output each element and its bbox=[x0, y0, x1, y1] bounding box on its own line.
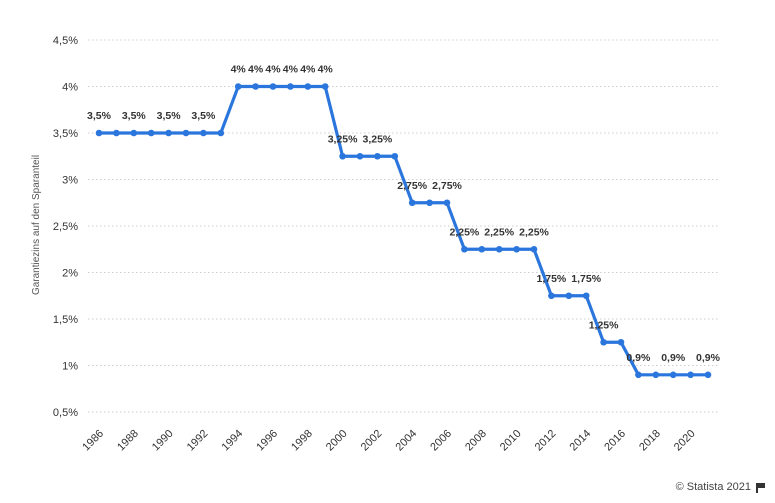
x-tick-label: 1996 bbox=[254, 428, 280, 454]
y-tick-label: 1,5% bbox=[53, 314, 78, 326]
data-point[interactable] bbox=[130, 129, 138, 137]
data-label: 0,9% bbox=[626, 352, 651, 364]
data-point[interactable] bbox=[600, 338, 607, 346]
x-tick-label: 2018 bbox=[637, 428, 663, 454]
data-label: 4% bbox=[283, 64, 299, 76]
flag-icon[interactable] bbox=[756, 482, 765, 493]
data-label: 0,9% bbox=[696, 352, 721, 364]
series-path bbox=[99, 84, 708, 377]
y-tick-label: 0,5% bbox=[53, 407, 78, 419]
data-point[interactable] bbox=[408, 199, 416, 207]
data-label: 4% bbox=[265, 64, 281, 76]
data-point[interactable] bbox=[113, 129, 120, 137]
y-axis-label: Garantiezins auf den Sparanteil bbox=[31, 155, 42, 295]
data-point[interactable] bbox=[617, 338, 625, 346]
data-point[interactable] bbox=[548, 292, 555, 300]
data-point[interactable] bbox=[287, 83, 294, 90]
data-point[interactable] bbox=[565, 292, 573, 300]
series-points bbox=[95, 83, 712, 379]
data-label: 2,75% bbox=[432, 180, 462, 192]
x-tick-label: 1994 bbox=[220, 428, 246, 454]
series-line bbox=[99, 84, 708, 377]
data-label: 3,5% bbox=[157, 110, 182, 122]
data-point[interactable] bbox=[321, 83, 329, 90]
data-point[interactable] bbox=[217, 129, 225, 137]
data-labels: 3,5% 3,5% 3,5% 3,5%4% 4% 4% 4% 4% 4%3,25% 3,25%2,… bbox=[87, 64, 721, 364]
data-label: 3,5% bbox=[122, 110, 147, 122]
data-point[interactable] bbox=[513, 245, 520, 253]
gridlines bbox=[88, 39, 718, 413]
data-label: 1,75% bbox=[537, 273, 567, 285]
data-point[interactable] bbox=[391, 152, 399, 160]
data-point[interactable] bbox=[147, 129, 155, 137]
y-tick-label: 3,5% bbox=[53, 128, 78, 140]
y-tick-label: 2,5% bbox=[53, 221, 78, 233]
y-tick-label: 3% bbox=[62, 175, 78, 187]
data-point[interactable] bbox=[495, 245, 503, 253]
x-tick-label: 1998 bbox=[289, 428, 315, 454]
data-point[interactable] bbox=[530, 245, 538, 253]
x-tick-label: 2020 bbox=[672, 428, 698, 454]
data-label: 4% bbox=[231, 64, 247, 76]
data-label: 1,25% bbox=[589, 319, 619, 331]
x-tick-label: 2012 bbox=[533, 428, 559, 454]
y-tick-label: 4% bbox=[62, 82, 78, 94]
data-label: 2,25% bbox=[450, 226, 480, 238]
x-tick-label: 1988 bbox=[115, 428, 141, 454]
x-tick-label: 2000 bbox=[324, 428, 350, 454]
data-point[interactable] bbox=[582, 292, 590, 300]
data-label: 2,25% bbox=[484, 226, 514, 238]
data-point[interactable] bbox=[200, 129, 207, 137]
data-point[interactable] bbox=[304, 83, 312, 90]
x-tick-label: 2008 bbox=[463, 428, 489, 454]
data-point[interactable] bbox=[374, 152, 381, 160]
data-point[interactable] bbox=[165, 129, 172, 137]
y-tick-label: 4,5% bbox=[53, 35, 78, 47]
x-axis-tick-labels: 1986 1988 1990 1992 1994 1996 1998 2000 2002 2004… bbox=[80, 428, 697, 454]
data-label: 4% bbox=[300, 64, 316, 76]
data-point[interactable] bbox=[269, 83, 277, 90]
x-tick-label: 2004 bbox=[394, 428, 420, 454]
credit-text[interactable]: © Statista 2021 bbox=[675, 481, 751, 493]
data-label: 2,25% bbox=[519, 226, 549, 238]
x-tick-label: 2006 bbox=[428, 428, 454, 454]
data-point[interactable] bbox=[443, 199, 451, 207]
data-point[interactable] bbox=[687, 371, 694, 379]
y-tick-label: 2% bbox=[62, 268, 78, 280]
x-tick-label: 2014 bbox=[568, 428, 594, 454]
data-label: 3,25% bbox=[328, 133, 358, 145]
y-axis-tick-labels: 0,5% 1% 1,5% 2% 2,5% 3% 3,5% 4% 4,5% bbox=[53, 35, 78, 419]
data-point[interactable] bbox=[669, 371, 677, 379]
x-tick-label: 1990 bbox=[150, 428, 176, 454]
data-point[interactable] bbox=[426, 199, 433, 207]
data-point[interactable] bbox=[95, 129, 103, 137]
x-tick-label: 1986 bbox=[80, 428, 106, 454]
data-point[interactable] bbox=[461, 245, 468, 253]
x-tick-label: 1992 bbox=[185, 428, 211, 454]
data-point[interactable] bbox=[478, 245, 486, 253]
statista-credit[interactable]: © Statista 2021 bbox=[676, 481, 765, 493]
data-label: 3,5% bbox=[87, 110, 112, 122]
data-point[interactable] bbox=[234, 83, 242, 90]
y-tick-label: 1% bbox=[62, 361, 78, 373]
data-point[interactable] bbox=[652, 371, 660, 379]
data-label: 2,75% bbox=[397, 180, 427, 192]
data-point[interactable] bbox=[339, 152, 346, 160]
data-label: 4% bbox=[248, 64, 264, 76]
data-point[interactable] bbox=[252, 83, 259, 90]
x-tick-label: 2010 bbox=[498, 428, 524, 454]
data-label: 4% bbox=[318, 64, 334, 76]
data-label: 1,75% bbox=[571, 273, 601, 285]
data-point[interactable] bbox=[356, 152, 364, 160]
data-label: 3,25% bbox=[363, 133, 393, 145]
data-label: 3,5% bbox=[191, 110, 216, 122]
data-point[interactable] bbox=[704, 371, 712, 379]
data-point[interactable] bbox=[635, 371, 642, 379]
data-point[interactable] bbox=[182, 129, 190, 137]
data-label: 0,9% bbox=[661, 352, 686, 364]
x-tick-label: 2016 bbox=[602, 428, 628, 454]
x-tick-label: 2002 bbox=[359, 428, 385, 454]
